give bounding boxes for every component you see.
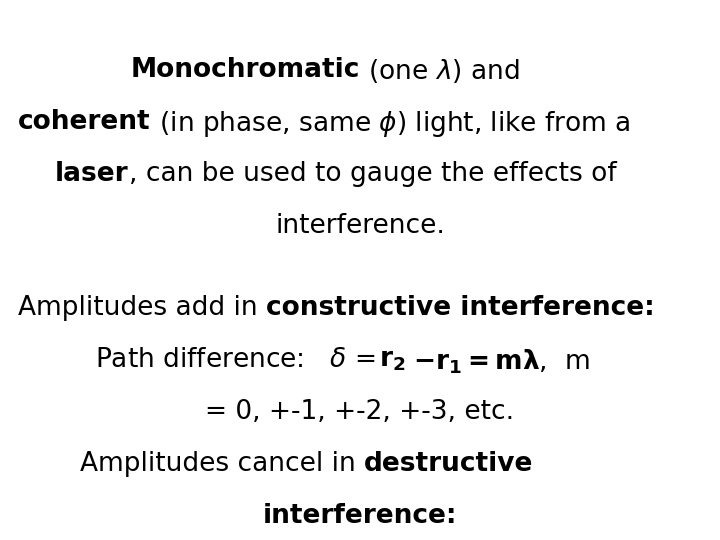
Text: (one $\lambda$) and: (one $\lambda$) and [360,57,520,85]
Text: laser: laser [55,161,129,187]
Text: Monochromatic: Monochromatic [130,57,360,83]
Text: = 0, +-1, +-2, +-3, etc.: = 0, +-1, +-2, +-3, etc. [205,399,515,425]
Text: interference:: interference: [263,503,457,529]
Text: constructive interference:: constructive interference: [266,295,654,321]
Text: $\mathbf{r_2}$: $\mathbf{r_2}$ [379,347,405,373]
Text: $\mathbf{- r_1 = m\lambda}$,  m: $\mathbf{- r_1 = m\lambda}$, m [405,347,590,375]
Text: Amplitudes cancel in: Amplitudes cancel in [80,451,364,477]
Text: Amplitudes add in: Amplitudes add in [18,295,266,321]
Text: destructive: destructive [364,451,534,477]
Text: (in phase, same $\phi$) light, like from a: (in phase, same $\phi$) light, like from… [150,109,630,139]
Text: , can be used to gauge the effects of: , can be used to gauge the effects of [129,161,616,187]
Text: interference.: interference. [275,213,445,239]
Text: coherent: coherent [18,109,150,135]
Text: Path difference:   $\delta$ =: Path difference: $\delta$ = [95,347,379,373]
